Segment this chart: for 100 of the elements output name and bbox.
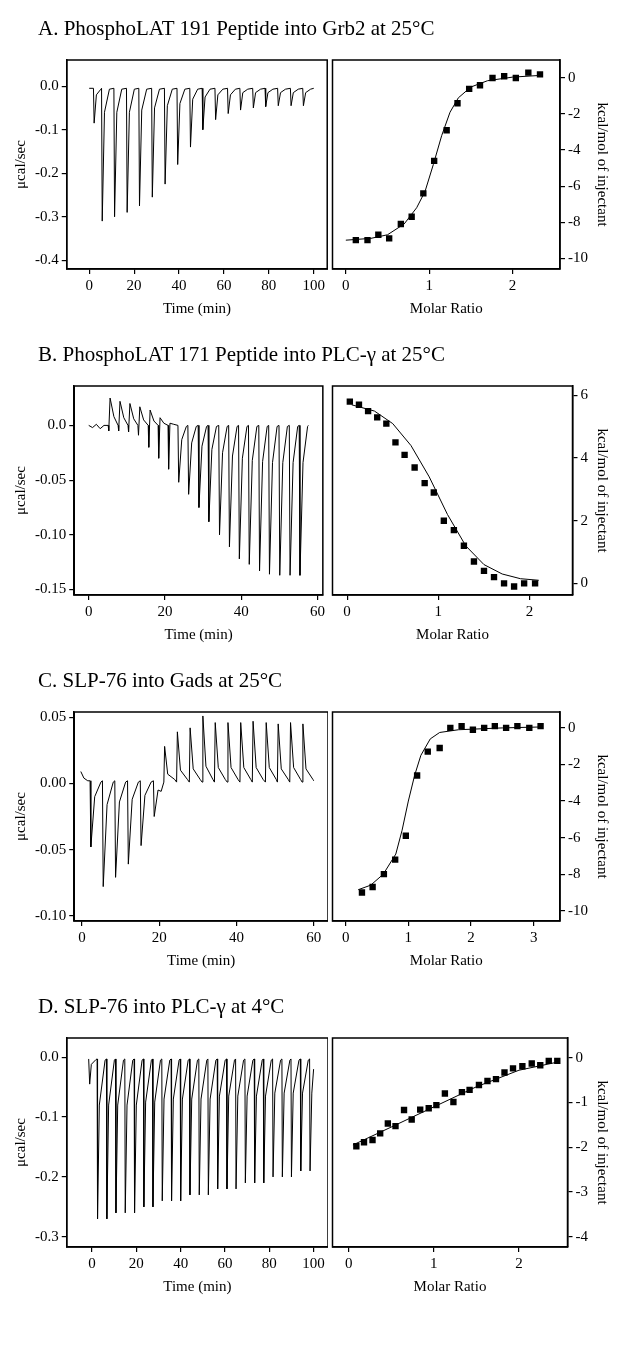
point [500, 580, 508, 587]
point [391, 856, 399, 863]
y2-tick-label: -4 [568, 791, 581, 808]
point [346, 398, 354, 405]
x-tick-label: 40 [171, 276, 187, 293]
point [420, 190, 427, 197]
y-tick-label: -0.1 [35, 1107, 59, 1124]
point [383, 420, 390, 427]
y2-tick-label: -2 [568, 104, 581, 121]
point [519, 1063, 526, 1070]
x-tick-label: 0 [343, 602, 351, 619]
point [424, 748, 431, 755]
y-tick-label: -0.05 [35, 471, 67, 488]
point [430, 489, 437, 496]
x-tick-label: 1 [425, 276, 433, 293]
point [536, 71, 544, 78]
y2-tick-label: -2 [568, 755, 581, 772]
x-tick-label: 20 [126, 276, 142, 293]
x-tick-label: 60 [216, 276, 232, 293]
x-tick-label: 2 [515, 1254, 523, 1271]
y2-tick-label: 0 [580, 574, 588, 591]
y2-axis-title: kcal/mol of injectant [595, 428, 612, 554]
point [484, 1077, 491, 1085]
point [369, 883, 376, 891]
point [509, 1065, 517, 1072]
point [537, 722, 544, 730]
x-tick-label: 20 [128, 1254, 144, 1271]
x-tick-label: 20 [157, 602, 173, 619]
y-tick-label: -0.2 [35, 164, 59, 181]
x-tick-label: 0 [78, 928, 86, 945]
y-tick-label: -0.05 [35, 840, 67, 857]
x-tick-label: 0 [85, 276, 93, 293]
point [441, 1090, 449, 1097]
point [454, 100, 461, 107]
point [358, 889, 366, 896]
x-axis-title: Time (min) [167, 951, 236, 969]
x-tick-label: 0 [344, 1254, 353, 1271]
x-axis-title: Molar Ratio [409, 299, 483, 316]
point [417, 1106, 424, 1113]
y-tick-label: 0.00 [40, 774, 67, 791]
x-tick-label: 0 [84, 602, 93, 619]
y2-tick-label: 2 [580, 511, 588, 528]
y2-tick-label: -6 [568, 828, 581, 845]
point [500, 73, 508, 80]
x-axis-title: Time (min) [162, 299, 232, 317]
y-axis-title: μcal/sec [11, 1117, 28, 1167]
x-axis-title: Molar Ratio [409, 951, 483, 968]
x-tick-label: 80 [261, 1254, 277, 1271]
y-tick-label: -0.10 [35, 906, 67, 923]
x-axis-title: Molar Ratio [416, 625, 489, 642]
point [364, 236, 371, 244]
x-tick-label: 0 [342, 276, 350, 293]
x-tick-label: 40 [173, 1254, 189, 1271]
x-tick-label: 2 [508, 276, 517, 293]
point [443, 127, 450, 134]
y2-tick-label: -4 [575, 1227, 589, 1244]
y-tick-label: -0.2 [35, 1167, 59, 1184]
y-tick-label: 0.05 [40, 708, 67, 725]
point [525, 69, 532, 76]
point [411, 464, 418, 471]
point [531, 580, 539, 587]
chart-title: B. PhosphoLAT 171 Peptide into PLC-γ at 25°C [37, 341, 445, 368]
chart-title: A. PhosphoLAT 191 Peptide into Grb2 at 25°C [37, 15, 435, 42]
point [470, 558, 478, 565]
y-axis-title: μcal/sec [11, 791, 28, 841]
y2-tick-label: -4 [568, 141, 581, 158]
y2-tick-label: -2 [575, 1138, 588, 1155]
x-tick-label: 60 [310, 602, 325, 619]
point [520, 580, 528, 587]
y2-tick-label: 6 [580, 386, 589, 403]
point [450, 1098, 457, 1106]
y-tick-label: -0.10 [35, 525, 67, 542]
y2-tick-label: -8 [568, 865, 581, 882]
y-tick-label: -0.1 [35, 120, 59, 137]
x-axis-title: Molar Ratio [413, 1277, 487, 1294]
point [489, 74, 496, 82]
point [369, 1136, 376, 1144]
y2-axis-title: kcal/mol of injectant [595, 754, 612, 880]
point [384, 1120, 392, 1127]
y-tick-label: -0.3 [35, 207, 59, 224]
x-tick-label: 40 [228, 928, 244, 945]
y2-tick-label: -8 [568, 213, 581, 230]
point [413, 772, 421, 779]
y-tick-label: -0.4 [35, 251, 60, 268]
y2-tick-label: -10 [568, 249, 588, 266]
y2-axis-title: kcal/mol of injectant [595, 1080, 612, 1206]
point [510, 583, 518, 590]
point [408, 1116, 415, 1123]
x-tick-label: 0 [88, 1254, 96, 1271]
point [408, 213, 415, 220]
chart-title: C. SLP-76 into Gads at 25°C [37, 667, 284, 694]
point [447, 724, 454, 732]
y2-tick-label: 0 [568, 718, 576, 735]
x-axis-title: Time (min) [164, 625, 233, 643]
y-tick-label: 0.0 [47, 416, 67, 433]
y2-tick-label: -3 [575, 1182, 588, 1199]
y-tick-label: -0.15 [35, 580, 67, 597]
y2-axis-title: kcal/mol of injectant [595, 102, 612, 228]
point [458, 722, 465, 730]
x-tick-label: 2 [467, 928, 475, 945]
